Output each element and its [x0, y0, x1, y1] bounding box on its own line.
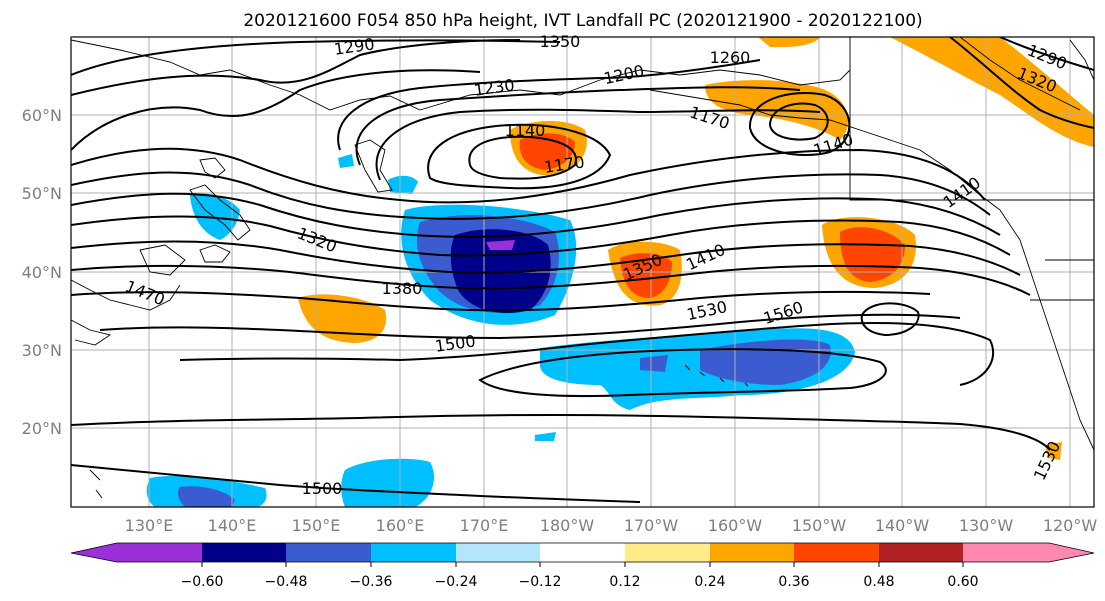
colorbar-segment [540, 543, 625, 562]
lon-label: 180°W [540, 516, 595, 535]
colorbar-tick-label: 0.48 [863, 574, 894, 590]
figure-title: 2020121600 F054 850 hPa height, IVT Land… [243, 11, 922, 31]
lon-label: 120°W [1043, 516, 1098, 535]
colorbar-segment [371, 543, 456, 562]
colorbar-segment [963, 543, 1049, 562]
colorbar-tick-label: 0.24 [694, 574, 725, 590]
negative-ivt-shading [146, 154, 855, 507]
lon-label: 150°W [792, 516, 847, 535]
colorbar-tick-label: 0.36 [778, 574, 809, 590]
colorbar-segment [71, 543, 117, 562]
lon-label: 160°E [376, 516, 425, 535]
lat-label: 50°N [22, 184, 62, 203]
lon-label: 170°W [624, 516, 679, 535]
colorbar: −0.60 −0.48 −0.36 −0.24 −0.12 0.12 0.24 … [70, 542, 1095, 590]
colorbar-tick-label: −0.36 [350, 574, 393, 590]
positive-ivt-shading [298, 37, 1094, 460]
lat-label: 40°N [22, 263, 62, 282]
contour-label: 1140 [505, 121, 546, 140]
colorbar-segment [286, 543, 371, 562]
colorbar-segment [625, 543, 710, 562]
lat-label: 60°N [22, 106, 62, 125]
colorbar-tick-label: 0.12 [609, 574, 640, 590]
longitude-labels: 130°E 140°E 150°E 160°E 170°E 180°W 170°… [125, 516, 1098, 535]
map-frame [70, 36, 1095, 508]
colorbar-segment [117, 543, 202, 562]
colorbar-outline [70, 542, 1095, 563]
colorbar-tick-label: 0.60 [947, 574, 978, 590]
contour-label: 1380 [382, 279, 423, 298]
coastlines [71, 37, 1094, 499]
contour-label: 1260 [710, 48, 751, 67]
colorbar-segment [794, 543, 879, 562]
colorbar-segment [710, 543, 794, 562]
contour-label: 1500 [302, 479, 343, 498]
colorbar-segment [456, 543, 540, 562]
lon-label: 170°E [460, 516, 509, 535]
colorbar-segment [879, 543, 963, 562]
colorbar-tick-label: −0.24 [435, 574, 478, 590]
colorbar-tick-labels: −0.60 −0.48 −0.36 −0.24 −0.12 0.12 0.24 … [181, 574, 979, 590]
colorbar-segment [1049, 543, 1094, 562]
height-contours [71, 37, 1094, 503]
lon-label: 130°E [125, 516, 174, 535]
colorbar-tick-label: −0.60 [181, 574, 224, 590]
lon-label: 140°E [208, 516, 257, 535]
colorbar-ticks [201, 562, 964, 567]
lat-label: 20°N [22, 419, 62, 438]
lon-label: 160°W [708, 516, 763, 535]
colorbar-tick-label: −0.12 [519, 574, 562, 590]
latitude-labels: 60°N 50°N 40°N 30°N 20°N [22, 106, 62, 438]
lon-label: 140°W [875, 516, 930, 535]
lon-label: 150°E [292, 516, 341, 535]
map-panel: 1290 1350 1260 1290 1320 1230 1200 1140 … [70, 32, 1095, 508]
colorbar-segment [202, 543, 286, 562]
contour-label: 1350 [540, 32, 581, 51]
colorbar-tick-label: −0.48 [265, 574, 308, 590]
lon-label: 130°W [959, 516, 1014, 535]
lat-label: 30°N [22, 341, 62, 360]
